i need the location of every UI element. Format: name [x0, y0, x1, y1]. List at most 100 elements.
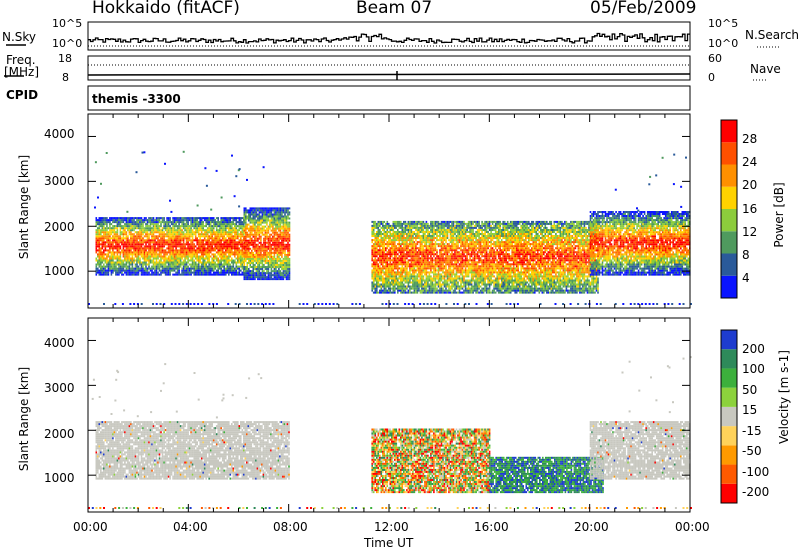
power-cell — [244, 258, 246, 260]
power-cell — [408, 223, 410, 225]
power-cell — [227, 272, 229, 274]
power-cell — [379, 249, 381, 251]
power-cell — [130, 260, 132, 262]
power-cell — [387, 261, 389, 263]
power-cell — [210, 245, 212, 247]
power-cell — [412, 255, 414, 257]
power-cell — [423, 271, 425, 273]
power-cell — [412, 251, 414, 253]
power-cell — [159, 268, 161, 270]
power-cell — [186, 270, 188, 272]
power-cell — [132, 268, 134, 270]
power-cell — [217, 264, 219, 266]
power-cell — [284, 220, 286, 222]
power-cell — [181, 231, 183, 233]
power-cell — [414, 241, 416, 243]
power-cell — [147, 270, 149, 272]
power-cell — [192, 223, 194, 225]
power-cell — [414, 223, 416, 225]
power-cell — [186, 223, 188, 225]
power-cell — [396, 288, 398, 290]
power-cell — [109, 249, 111, 251]
power-cell — [183, 221, 185, 223]
power-cell — [139, 247, 141, 249]
power-cell — [409, 286, 411, 288]
power-cell — [240, 260, 242, 262]
power-cell — [102, 217, 104, 219]
power-cell — [373, 243, 375, 245]
power-cell — [118, 264, 120, 266]
power-cell — [139, 260, 141, 262]
power-cell — [165, 241, 167, 243]
power-cell — [193, 223, 195, 225]
power-cell — [230, 260, 232, 262]
power-cell — [237, 253, 239, 255]
power-cell — [196, 229, 198, 231]
power-cell — [136, 245, 138, 247]
power-cell — [268, 252, 270, 254]
power-cell — [411, 255, 413, 257]
power-cell — [166, 274, 168, 276]
power-cell — [135, 268, 137, 270]
power-cell — [396, 275, 398, 277]
power-cell — [251, 234, 253, 236]
power-cell — [284, 209, 286, 211]
power-cell — [233, 239, 235, 241]
power-cell — [129, 251, 131, 253]
power-cell — [133, 249, 135, 251]
power-cell — [111, 217, 113, 219]
power-cell — [268, 240, 270, 242]
power-cell — [396, 255, 398, 257]
power-cell — [379, 221, 381, 223]
power-cell — [208, 229, 210, 231]
power-cell — [394, 261, 396, 263]
power-cell — [280, 258, 282, 260]
power-cell — [435, 275, 437, 277]
power-cell — [136, 217, 138, 219]
power-cell — [192, 231, 194, 233]
power-cell — [254, 214, 256, 216]
power-cell — [109, 239, 111, 241]
power-cell — [132, 221, 134, 223]
power-cell — [399, 278, 401, 280]
power-cell — [266, 276, 268, 278]
power-cell — [251, 240, 253, 242]
power-cell — [208, 217, 210, 219]
power-cell — [384, 241, 386, 243]
power-cell — [257, 228, 259, 230]
power-cell — [230, 272, 232, 274]
power-cell — [417, 273, 419, 275]
power-cell — [112, 245, 114, 247]
power-cell — [394, 251, 396, 253]
power-cell — [287, 240, 289, 242]
power-cell — [102, 256, 104, 258]
power-cell — [265, 250, 267, 252]
power-cell — [99, 253, 101, 255]
power-cell — [262, 254, 264, 256]
power-cell — [275, 240, 277, 242]
power-cell — [102, 268, 104, 270]
power-cell — [153, 245, 155, 247]
power-cell — [211, 266, 213, 268]
power-cell — [189, 237, 191, 239]
power-cell — [187, 256, 189, 258]
power-cell — [438, 275, 440, 277]
power-cell — [213, 253, 215, 255]
power-cell — [275, 264, 277, 266]
power-cell — [269, 250, 271, 252]
power-cell — [230, 227, 232, 229]
power-cell — [420, 247, 422, 249]
power-cell — [426, 237, 428, 239]
power-cell — [196, 274, 198, 276]
power-cell — [265, 236, 267, 238]
power-cell — [112, 241, 114, 243]
power-cell — [244, 250, 246, 252]
power-cell — [381, 251, 383, 253]
power-cell — [423, 259, 425, 261]
power-cell — [236, 245, 238, 247]
power-cell — [278, 218, 280, 220]
power-cell — [259, 272, 261, 274]
power-cell — [289, 236, 291, 238]
power-cell — [259, 254, 261, 256]
power-cell — [136, 227, 138, 229]
